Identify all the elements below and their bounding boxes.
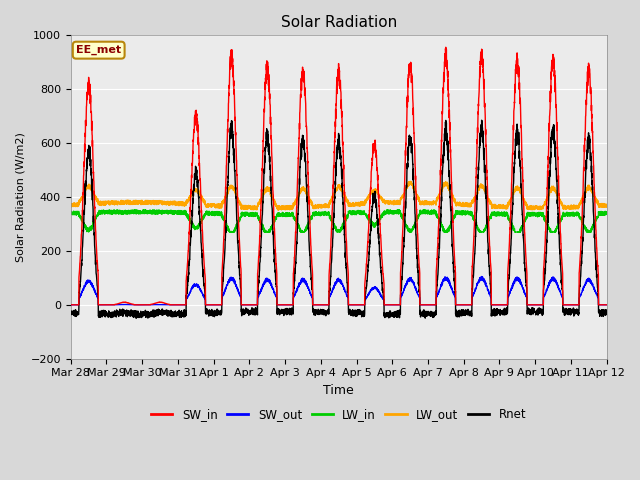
Text: EE_met: EE_met: [76, 45, 121, 55]
Legend: SW_in, SW_out, LW_in, LW_out, Rnet: SW_in, SW_out, LW_in, LW_out, Rnet: [147, 403, 531, 426]
Title: Solar Radiation: Solar Radiation: [280, 15, 397, 30]
Y-axis label: Solar Radiation (W/m2): Solar Radiation (W/m2): [15, 132, 25, 262]
X-axis label: Time: Time: [323, 384, 354, 397]
